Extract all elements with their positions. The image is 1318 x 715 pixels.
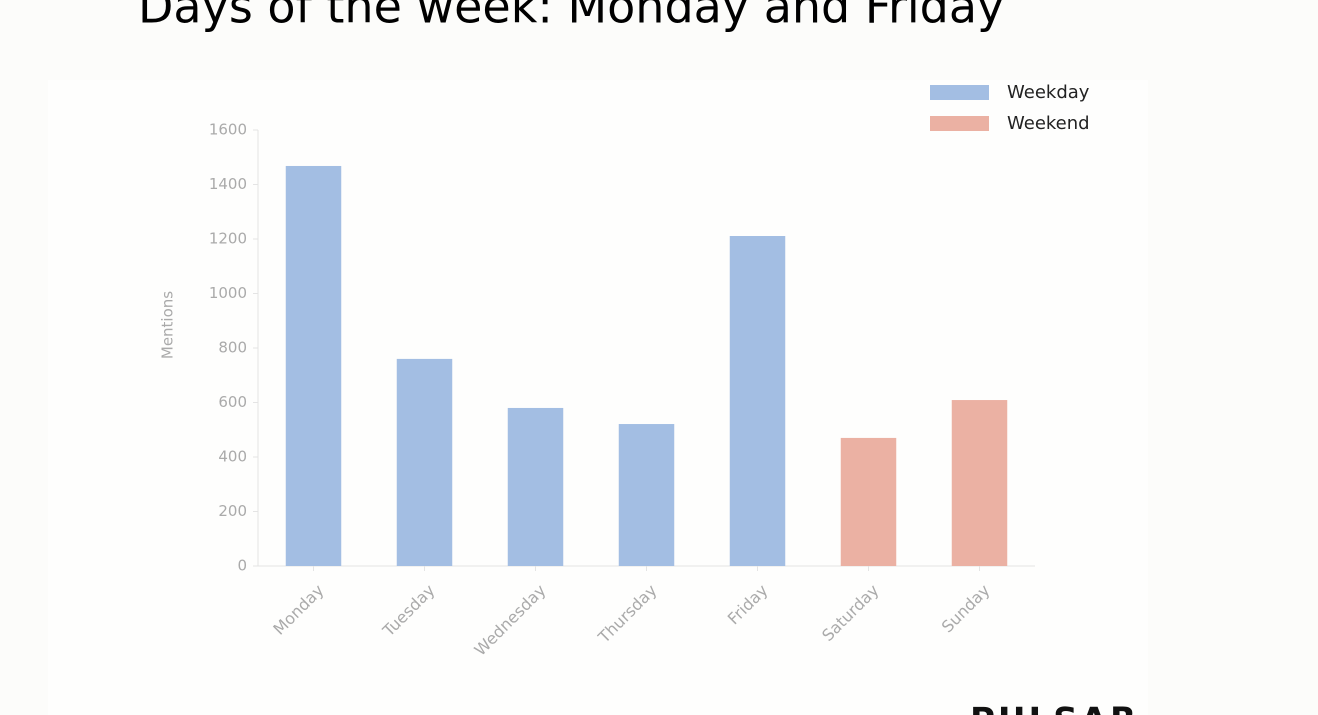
bar [729, 236, 786, 566]
bar [507, 407, 564, 566]
y-tick-label: 600 [218, 393, 247, 411]
chart-title: Days of the week: Monday and Friday [138, 0, 1004, 34]
bar [285, 165, 342, 566]
panel [48, 80, 1148, 715]
legend-swatch [930, 85, 989, 100]
y-tick-label: 1200 [209, 230, 247, 248]
y-tick-label: 400 [218, 448, 247, 466]
y-tick-label: 1000 [209, 284, 247, 302]
bar [951, 400, 1008, 566]
y-tick-label: 0 [237, 557, 247, 575]
brand: PULSAR [970, 701, 1139, 715]
y-tick-label: 800 [218, 339, 247, 357]
bar [396, 358, 453, 566]
legend-swatch [930, 116, 989, 131]
y-tick-label: 1600 [209, 121, 247, 139]
y-tick-label: 200 [218, 502, 247, 520]
bar [840, 437, 897, 566]
legend-label: Weekend [1007, 113, 1090, 134]
y-axis-label: Mentions [159, 291, 177, 359]
bar [618, 424, 675, 566]
y-tick-label: 1400 [209, 175, 247, 193]
legend-label: Weekday [1007, 82, 1090, 103]
